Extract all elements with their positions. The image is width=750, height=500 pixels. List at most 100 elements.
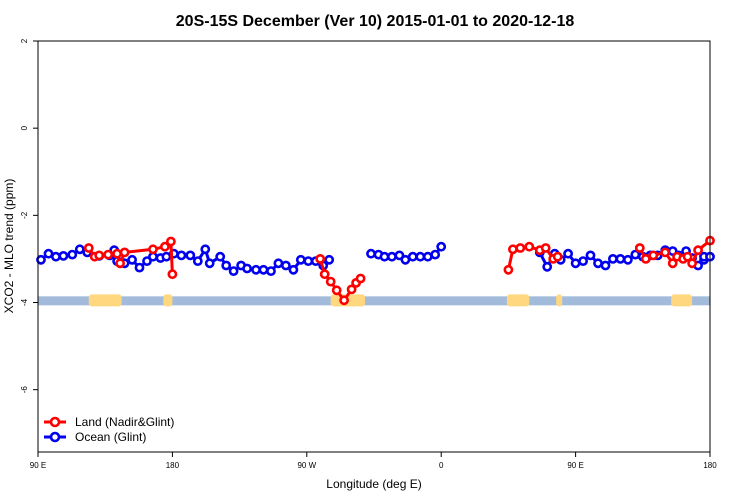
land-patch [671, 294, 693, 307]
data-point [563, 248, 573, 259]
data-point [266, 266, 276, 276]
data-point [43, 248, 54, 259]
data-point [331, 285, 342, 296]
land-patch [506, 294, 530, 307]
data-point [221, 260, 232, 271]
data-point [430, 249, 441, 260]
x-axis-label: Longitude (deg E) [326, 477, 421, 491]
y-tick-label: -2 [20, 211, 29, 219]
data-point [585, 250, 596, 261]
legend: Land (Nadir&Glint)Ocean (Glint) [44, 415, 174, 444]
data-point [667, 258, 678, 269]
data-point [251, 264, 261, 275]
data-point [134, 262, 145, 273]
data-point [508, 244, 518, 255]
x-tick-label: 90 E [30, 461, 46, 470]
data-point [400, 254, 411, 265]
chart-title: 20S-15S December (Ver 10) 2015-01-01 to … [176, 13, 575, 30]
x-tick-label: 0 [439, 461, 444, 470]
legend-entry: Ocean (Glint) [44, 430, 146, 444]
data-point [185, 250, 196, 261]
x-tick-label: 180 [703, 461, 717, 470]
data-point [608, 253, 618, 264]
data-point [634, 243, 645, 253]
data-point [215, 251, 226, 262]
data-point [355, 273, 366, 284]
land-patch [163, 294, 173, 307]
data-point [436, 241, 447, 252]
data-point [315, 253, 326, 264]
data-point [51, 251, 61, 262]
plot-frame [37, 40, 711, 453]
x-tick-label: 90 W [297, 461, 316, 470]
data-point [682, 251, 693, 262]
data-point [524, 241, 535, 252]
data-point [242, 263, 252, 274]
data-point [615, 253, 626, 264]
data-point [515, 243, 526, 253]
data-point [648, 250, 659, 261]
data-point [542, 261, 553, 272]
data-point [142, 256, 152, 266]
data-point [394, 250, 405, 261]
data-point [570, 258, 581, 269]
ocean-band [38, 296, 710, 306]
data-point [258, 264, 269, 275]
data-point [540, 243, 551, 253]
y-tick-label: -6 [20, 386, 29, 394]
x-tick-label: 180 [166, 461, 180, 470]
data-point [103, 249, 114, 260]
data-point [593, 258, 603, 269]
data-point [324, 254, 335, 265]
series-land [83, 235, 715, 306]
data-point [552, 251, 563, 262]
data-point [346, 284, 357, 295]
data-point [36, 254, 46, 265]
data-point [112, 248, 122, 259]
data-point [415, 251, 426, 262]
y-tick-label: -4 [20, 298, 29, 306]
data-point [386, 251, 397, 262]
legend-label: Land (Nadir&Glint) [75, 415, 174, 429]
data-point [165, 236, 176, 247]
data-point [280, 260, 291, 271]
data-point [288, 264, 299, 275]
data-point [159, 241, 170, 252]
data-point [200, 244, 211, 255]
data-point [578, 256, 588, 266]
data-point [623, 254, 633, 265]
data-point [687, 258, 697, 269]
legend-marker [49, 416, 61, 428]
data-point [407, 251, 418, 262]
data-point [303, 256, 314, 266]
data-point [660, 247, 671, 258]
y-axis-label: XCO2 - MLO trend (ppm) [2, 179, 16, 314]
data-point [366, 248, 376, 259]
land-patch [556, 294, 563, 307]
data-point [74, 244, 85, 255]
data-point [83, 243, 94, 253]
surface-strip [38, 294, 710, 307]
data-point [148, 244, 158, 255]
data-point [295, 254, 306, 265]
data-point [600, 260, 611, 271]
data-point [228, 266, 239, 276]
series-ocean [36, 241, 715, 276]
data-point [319, 269, 330, 280]
land-patch [88, 294, 122, 307]
data-point [325, 276, 336, 287]
y-axis: 2 0 -2 -4 -6 [20, 38, 38, 393]
data-point [176, 250, 187, 261]
data-point [94, 250, 105, 261]
data-point [161, 251, 172, 262]
data-point [339, 295, 349, 306]
series-layer [36, 235, 715, 306]
data-point [67, 249, 78, 260]
y-tick-label: 0 [20, 125, 29, 130]
y-tick-label: 2 [20, 38, 29, 43]
data-point [503, 264, 514, 275]
data-point [693, 245, 703, 256]
data-point [115, 258, 125, 269]
data-point [127, 254, 137, 265]
